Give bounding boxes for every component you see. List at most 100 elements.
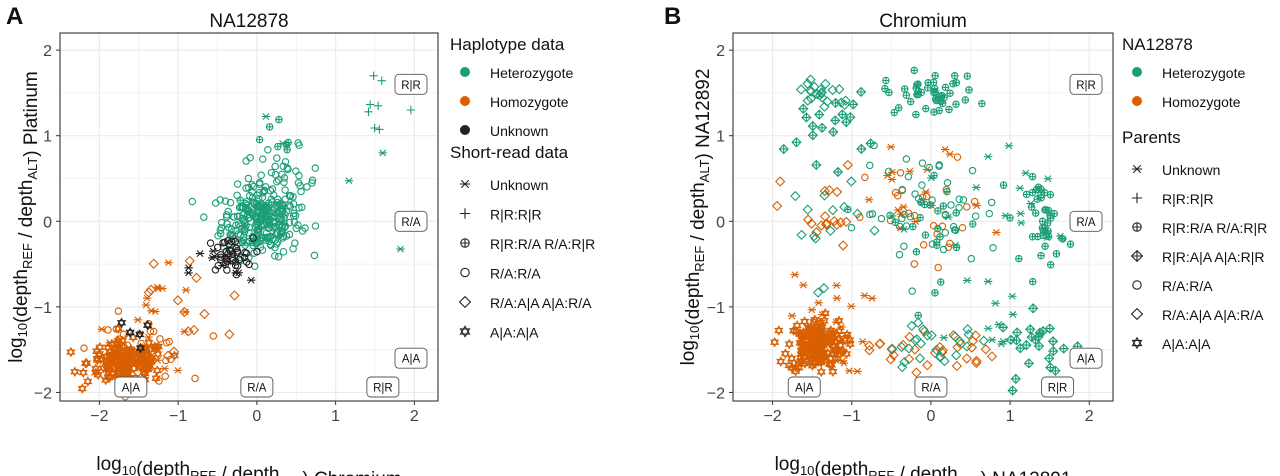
legend-label: R|R:R|R [490, 207, 542, 223]
data-point [881, 84, 889, 93]
data-point [240, 253, 249, 262]
data-point [830, 345, 840, 357]
data-point [810, 314, 820, 326]
x-tick-label: 1 [1006, 408, 1015, 425]
data-point [1026, 200, 1035, 207]
data-point [939, 245, 948, 254]
data-point [217, 224, 226, 232]
legend-item: Unknown [460, 123, 548, 139]
data-point [80, 344, 88, 352]
data-point [830, 353, 840, 365]
axes: −2 −1 0 1 2 −2 −1 0 1 2 [707, 43, 1094, 425]
region-label-box [366, 376, 400, 398]
data-point [137, 339, 145, 348]
data-point [799, 281, 808, 289]
legend-key [1131, 336, 1143, 350]
data-point [831, 219, 842, 230]
data-point [953, 153, 962, 161]
region-label-text: A|A [1077, 354, 1096, 366]
data-point [236, 196, 244, 204]
data-point [811, 159, 822, 171]
legend-label: Unknown [490, 177, 548, 193]
data-point [886, 343, 898, 354]
data-point [934, 263, 942, 272]
data-point [265, 123, 274, 131]
data-point [244, 174, 253, 183]
legend-label: R|R:R/A R/A:R|R [490, 236, 595, 252]
data-point [939, 334, 949, 342]
data-point [233, 180, 242, 188]
data-point [984, 324, 993, 332]
legend-item: Heterozygote [460, 65, 573, 81]
data-point [809, 81, 820, 93]
y-axis-label: log10(depthREF / depthALT) Platinum [6, 71, 42, 363]
data-point [213, 243, 222, 252]
data-point [273, 154, 281, 162]
data-point [882, 76, 890, 85]
data-point [910, 66, 918, 75]
data-point [1004, 142, 1014, 150]
data-point [273, 214, 281, 222]
data-point [369, 71, 378, 80]
data-point [308, 179, 316, 187]
data-point [153, 356, 162, 364]
data-point [1017, 219, 1026, 227]
data-point [858, 338, 867, 346]
data-point [158, 285, 167, 292]
data-point [292, 224, 301, 233]
data-point [128, 332, 138, 343]
x-tick-label: 1 [331, 408, 340, 425]
data-point [947, 201, 955, 209]
data-point [864, 340, 875, 351]
y-axis-label: log10(depthREF / depthALT) NA12892 [678, 69, 714, 366]
data-point [834, 84, 845, 95]
data-point [807, 130, 818, 141]
data-point [311, 164, 320, 172]
data-point [258, 201, 267, 210]
data-point [303, 183, 311, 191]
data-point [1043, 175, 1053, 183]
region-label-text: A|A [122, 383, 141, 395]
region-label-text: R/A [247, 383, 267, 395]
region-label-text: R/A [921, 383, 941, 395]
data-point [234, 269, 243, 277]
data-point [837, 109, 848, 120]
data-point [231, 258, 240, 266]
data-point [802, 95, 813, 106]
data-point [1058, 343, 1069, 354]
data-point [1008, 292, 1017, 300]
data-point [344, 177, 354, 185]
region-label-text: R|R [373, 383, 393, 395]
data-point [902, 91, 911, 99]
legend-label: R/A:A|A A|A:R/A [1162, 307, 1264, 323]
data-point [211, 199, 220, 207]
data-point [1038, 224, 1047, 232]
data-point [278, 170, 286, 178]
region-label: R|R [1069, 73, 1103, 95]
data-point [195, 250, 205, 258]
data-point [826, 325, 836, 336]
data-point [78, 367, 88, 378]
data-point [828, 366, 838, 377]
legend-key [1132, 280, 1142, 290]
x-tick-label: 0 [252, 408, 261, 425]
data-point [226, 247, 235, 255]
data-point [817, 311, 827, 318]
data-point [952, 100, 960, 108]
data-point [92, 345, 102, 357]
data-point [1015, 254, 1023, 263]
data-point [216, 229, 225, 238]
x-tick-label: 0 [926, 408, 935, 425]
data-point [780, 348, 790, 359]
data-point [931, 344, 942, 356]
data-point [1028, 172, 1037, 181]
region-label: R/A [240, 376, 274, 398]
data-point [91, 367, 101, 378]
data-point [930, 108, 938, 116]
data-point [921, 231, 930, 239]
data-point [842, 159, 854, 171]
data-point [289, 245, 297, 253]
data-point [817, 331, 827, 339]
data-point [279, 247, 288, 256]
data-point [1052, 250, 1061, 258]
